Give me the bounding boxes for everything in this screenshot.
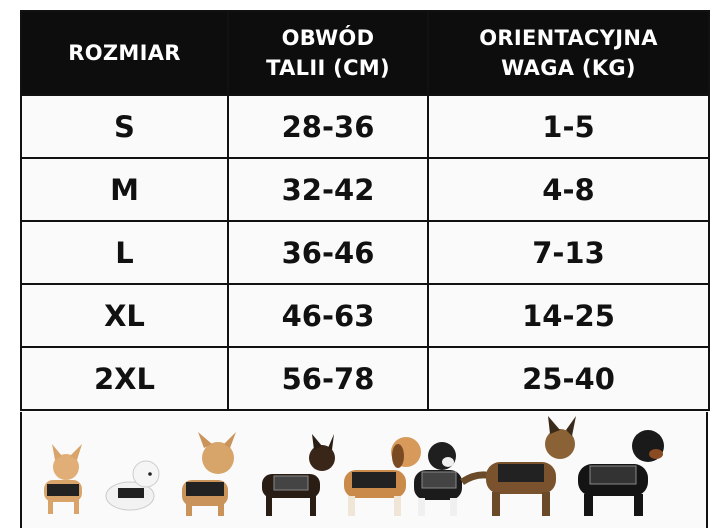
header-size: ROZMIAR — [20, 10, 229, 96]
weight-cell: 4-8 — [427, 157, 710, 222]
table-row: M 32-42 4-8 — [20, 157, 710, 222]
table-row: L 36-46 7-13 — [20, 220, 710, 285]
dogs-illustration — [20, 412, 708, 528]
bernese-icon — [414, 442, 462, 516]
german-shepherd-icon — [460, 416, 576, 516]
waist-cell: 46-63 — [227, 283, 429, 348]
waist-cell: 28-36 — [227, 94, 429, 159]
header-waist: OBWÓD TALII (CM) — [227, 10, 429, 96]
maltese-icon — [105, 460, 160, 511]
waist-cell: 56-78 — [227, 346, 429, 411]
weight-cell: 1-5 — [427, 94, 710, 159]
weight-cell: 7-13 — [427, 220, 710, 285]
yorkie-icon — [182, 432, 236, 516]
size-chart-table: ROZMIAR OBWÓD TALII (CM) ORIENTACYJNA WA… — [20, 10, 710, 411]
size-cell: M — [20, 157, 229, 222]
header-weight-text: ORIENTACYJNA WAGA (KG) — [479, 26, 658, 80]
weight-cell: 14-25 — [427, 283, 710, 348]
table-row: 2XL 56-78 25-40 — [20, 346, 710, 411]
size-cell: XL — [20, 283, 229, 348]
header-waist-text: OBWÓD TALII (CM) — [266, 26, 390, 80]
table-row: XL 46-63 14-25 — [20, 283, 710, 348]
chihuahua-icon — [44, 444, 82, 514]
weight-cell: 25-40 — [427, 346, 710, 411]
size-cell: 2XL — [20, 346, 229, 411]
waist-cell: 36-46 — [227, 220, 429, 285]
header-weight: ORIENTACYJNA WAGA (KG) — [427, 10, 710, 96]
pinscher-icon — [262, 434, 335, 516]
beagle-icon — [344, 437, 421, 516]
rottweiler-icon — [578, 430, 664, 516]
size-cell: S — [20, 94, 229, 159]
header-row: ROZMIAR OBWÓD TALII (CM) ORIENTACYJNA WA… — [20, 10, 710, 96]
table-row: S 28-36 1-5 — [20, 94, 710, 159]
size-cell: L — [20, 220, 229, 285]
waist-cell: 32-42 — [227, 157, 429, 222]
